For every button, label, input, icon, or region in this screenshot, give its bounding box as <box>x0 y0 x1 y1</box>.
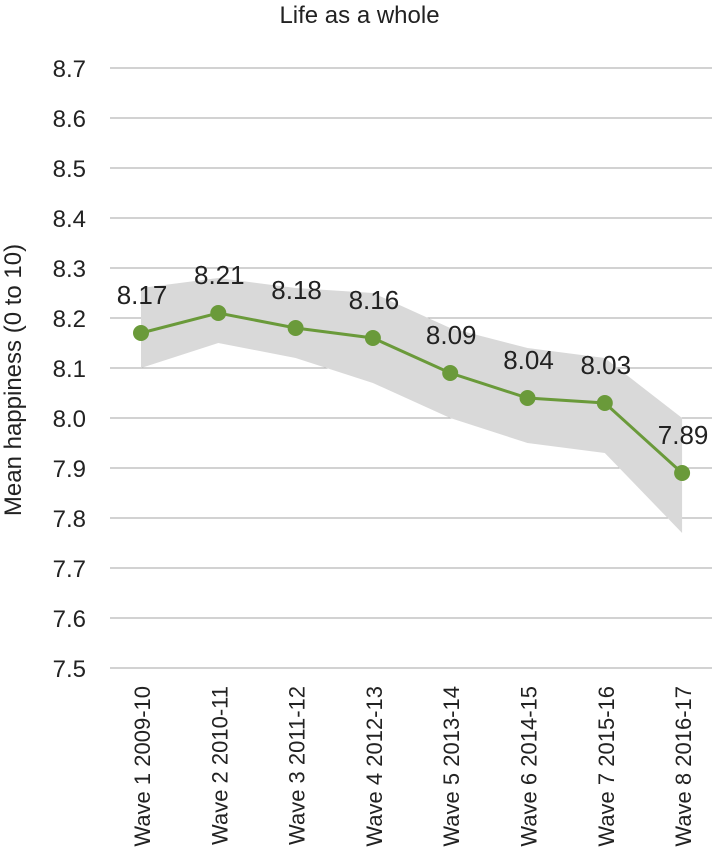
data-point <box>442 365 459 381</box>
x-tick-label: Wave 8 2016-17 <box>671 686 696 847</box>
data-label: 8.09 <box>426 320 477 350</box>
x-tick-label: Wave 4 2012-13 <box>362 686 387 847</box>
y-tick-label: 8.2 <box>53 306 86 333</box>
x-tick-label: Wave 5 2013-14 <box>439 686 464 847</box>
data-point <box>364 330 381 346</box>
data-point <box>674 465 691 481</box>
data-label: 7.89 <box>658 420 709 450</box>
x-tick-label: Wave 1 2009-10 <box>130 686 155 847</box>
data-point <box>287 320 304 336</box>
y-tick-label: 8.1 <box>53 356 86 383</box>
data-point <box>596 395 613 411</box>
y-tick-label: 8.0 <box>53 406 86 433</box>
y-tick-label: 7.5 <box>53 656 86 683</box>
data-label: 8.16 <box>349 285 400 315</box>
x-tick-label: Wave 6 2014-15 <box>517 686 542 847</box>
confidence-band <box>141 278 683 533</box>
data-point <box>519 390 536 406</box>
series-line <box>140 311 684 475</box>
y-tick-label: 7.7 <box>53 556 86 583</box>
data-label: 8.18 <box>271 275 322 305</box>
chart-title: Life as a whole <box>279 2 440 29</box>
data-point <box>210 305 227 321</box>
y-tick-label: 8.3 <box>53 256 86 283</box>
y-tick-label: 8.5 <box>53 156 86 183</box>
y-tick-label: 8.7 <box>53 56 86 83</box>
x-tick-label: Wave 2 2010-11 <box>207 686 232 845</box>
data-label: 8.04 <box>503 345 554 375</box>
y-tick-label: 7.8 <box>53 506 86 533</box>
y-tick-label: 7.9 <box>53 456 86 483</box>
data-label: 8.03 <box>580 350 631 380</box>
x-tick-label: Wave 3 2011-12 <box>285 686 310 845</box>
data-point <box>133 325 149 341</box>
y-tick-label: 7.6 <box>53 606 86 633</box>
data-label: 8.17 <box>117 280 168 310</box>
y-tick-label: 8.6 <box>53 106 86 133</box>
data-label: 8.21 <box>194 260 245 290</box>
y-tick-label: 8.4 <box>53 206 86 233</box>
x-tick-label: Wave 7 2015-16 <box>594 686 619 847</box>
